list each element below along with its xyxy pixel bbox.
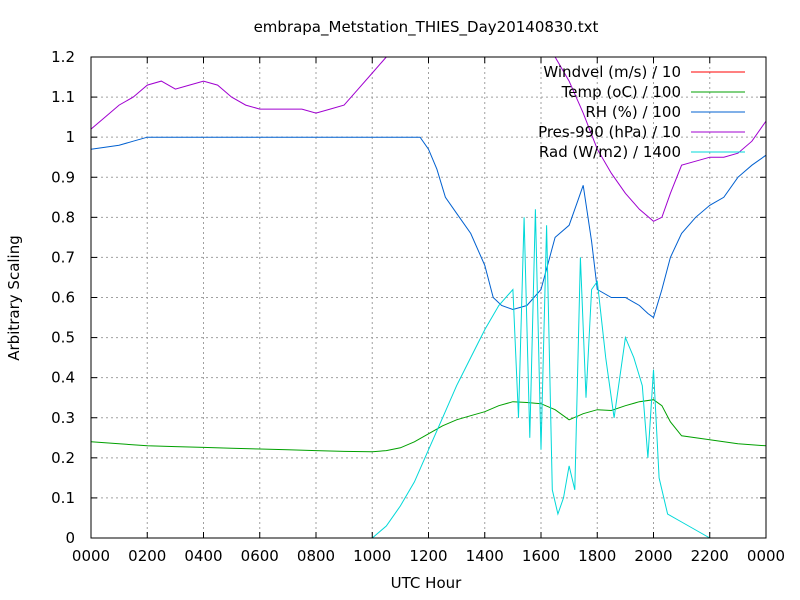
series-line-2 [91,136,766,319]
y-tick-label: 0.7 [51,248,75,266]
series-line-4 [91,209,766,538]
y-tick-label: 0.4 [51,369,75,387]
y-tick-label: 0.8 [51,208,75,226]
chart-title: embrapa_Metstation_THIES_Day20140830.txt [254,18,599,37]
x-tick-label: 0000 [747,547,785,565]
y-tick-label: 1 [65,128,75,146]
x-tick-label: 1600 [522,547,560,565]
legend: Windvel (m/s) / 10 Temp (oC) / 100 RH (%) … [538,63,745,161]
x-tick-label: 0800 [297,547,335,565]
legend-label-3: Pres-990 (hPa) / 10 [538,123,681,141]
series-lines [91,57,766,538]
y-tick-label: 0.6 [51,289,75,307]
x-tick-label: 1000 [353,547,391,565]
y-tick-label: 0.9 [51,168,75,186]
y-tick-label: 0.2 [51,449,75,467]
x-tick-label: 0000 [72,547,110,565]
y-tick-label: 0.1 [51,489,75,507]
y-tick-label: 1.2 [51,48,75,66]
legend-label-2: RH (%) / 100 [585,103,681,121]
y-tick-label: 0.3 [51,409,75,427]
x-tick-label: 2200 [691,547,729,565]
x-tick-label: 0600 [241,547,279,565]
legend-label-1: Temp (oC) / 100 [561,83,681,101]
y-tick-label: 0 [65,529,75,547]
tick-labels: 0000 0200 0400 0600 0800 1000 1200 1400 1600 1800… [51,48,785,565]
legend-label-0: Windvel (m/s) / 10 [543,63,681,81]
x-tick-label: 2000 [634,547,672,565]
x-axis-label: UTC Hour [391,574,462,592]
legend-label-4: Rad (W/m2) / 1400 [539,143,681,161]
y-tick-label: 1.1 [51,88,75,106]
x-tick-label: 1400 [466,547,504,565]
x-tick-label: 0200 [128,547,166,565]
x-tick-label: 1800 [578,547,616,565]
y-tick-label: 0.5 [51,329,75,347]
y-axis-label: Arbitrary Scaling [5,235,23,361]
series-line-3 [91,57,766,222]
series-line-1 [91,399,766,453]
x-tick-label: 0400 [184,547,222,565]
x-tick-label: 1200 [409,547,447,565]
